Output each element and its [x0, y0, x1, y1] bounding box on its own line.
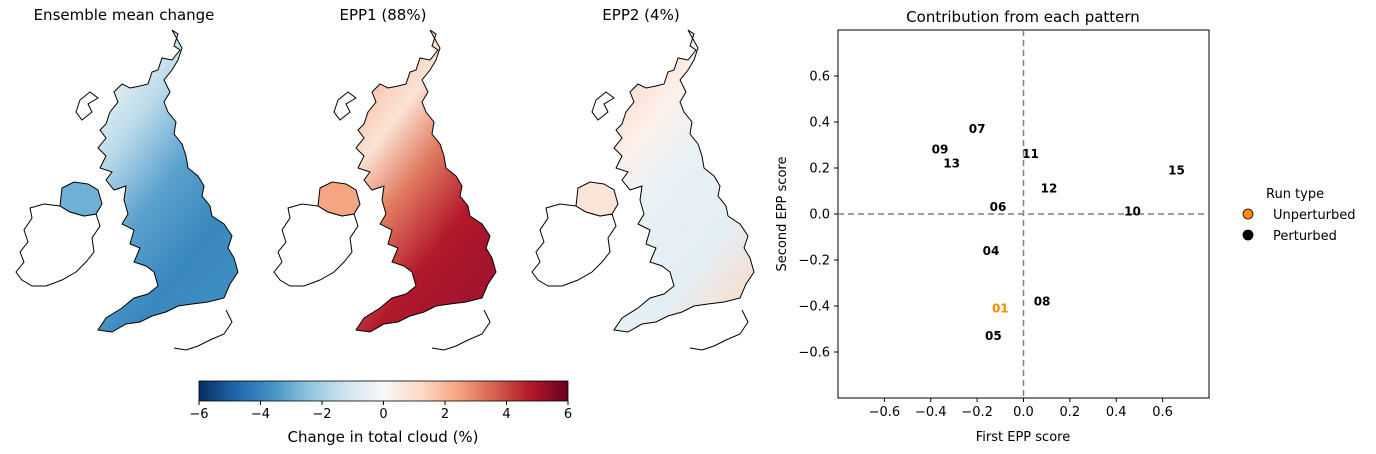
colorbar-tick-label: −6: [189, 407, 208, 422]
colorbar-tick-label: 6: [564, 407, 572, 422]
colorbar-tick-label: −2: [312, 407, 331, 422]
point-label-09: 09: [932, 143, 949, 157]
point-label-08: 08: [1034, 294, 1051, 308]
point-label-11: 11: [1022, 147, 1039, 161]
map-title-ensemble-mean: Ensemble mean change: [33, 6, 215, 24]
point-label-04: 04: [983, 244, 1000, 258]
point-label-01: 01: [992, 301, 1009, 315]
map-title-epp2: EPP2 (4%): [602, 6, 680, 24]
legend-marker-perturbed: [1242, 229, 1254, 241]
legend-label-unperturbed: Unperturbed: [1273, 208, 1356, 223]
legend-title: Run type: [1266, 187, 1324, 202]
map-epp1: [273, 29, 497, 351]
point-label-05: 05: [985, 329, 1002, 343]
scatter-title: Contribution from each pattern: [906, 8, 1140, 26]
x-tick-label: 0.0: [1013, 405, 1034, 420]
legend-label-perturbed: Perturbed: [1273, 229, 1337, 244]
point-label-13: 13: [943, 156, 960, 170]
colorbar-label: Change in total cloud (%): [287, 428, 478, 446]
colorbar-ticks: −6 −4 −2 0 2 4 6: [189, 401, 572, 422]
x-tick-label: 0.2: [1060, 405, 1081, 420]
y-tick-label: 0.6: [809, 70, 830, 85]
legend: Run type Unperturbed Perturbed: [1242, 187, 1356, 244]
x-tick-label: 0.6: [1152, 405, 1173, 420]
map-title-epp1: EPP1 (88%): [339, 6, 427, 24]
x-tick-label: −0.2: [961, 405, 993, 420]
colorbar-tick-label: 2: [441, 407, 449, 422]
point-label-12: 12: [1041, 182, 1058, 196]
x-axis-ticks: −0.6 −0.4 −0.2 0.0 0.2 0.4 0.6: [869, 398, 1173, 420]
colorbar-tick-label: 0: [379, 407, 387, 422]
x-axis-label: First EPP score: [976, 430, 1070, 445]
map-ensemble-mean: [15, 29, 239, 351]
legend-marker-unperturbed: [1242, 208, 1254, 220]
map-epp2: [531, 29, 755, 351]
x-tick-label: 0.4: [1106, 405, 1127, 420]
y-tick-label: −0.4: [798, 300, 830, 315]
y-axis-ticks: −0.6 −0.4 −0.2 0.0 0.2 0.4 0.6: [798, 70, 838, 361]
maps-panel: −6 −4 −2 0 2 4 6 Change in total cloud (%): [15, 29, 755, 446]
y-axis-label: Second EPP score: [775, 157, 790, 272]
point-label-10: 10: [1124, 205, 1141, 219]
y-tick-label: 0.4: [809, 116, 830, 131]
x-tick-label: −0.4: [915, 405, 947, 420]
y-tick-label: 0.2: [809, 162, 830, 177]
x-tick-label: −0.6: [869, 405, 901, 420]
y-tick-label: −0.2: [798, 254, 830, 269]
point-label-15: 15: [1168, 163, 1185, 177]
point-label-06: 06: [990, 200, 1007, 214]
scatter-points: 01 04 05 06 07 08 09 10 11 12 13 15: [932, 122, 1185, 343]
colorbar-tick-label: 4: [502, 407, 510, 422]
y-tick-label: 0.0: [809, 208, 830, 223]
colorbar: −6 −4 −2 0 2 4 6 Change in total cloud (%): [189, 380, 572, 446]
y-tick-label: −0.6: [798, 346, 830, 361]
point-label-07: 07: [969, 122, 986, 136]
colorbar-tick-label: −4: [251, 407, 270, 422]
